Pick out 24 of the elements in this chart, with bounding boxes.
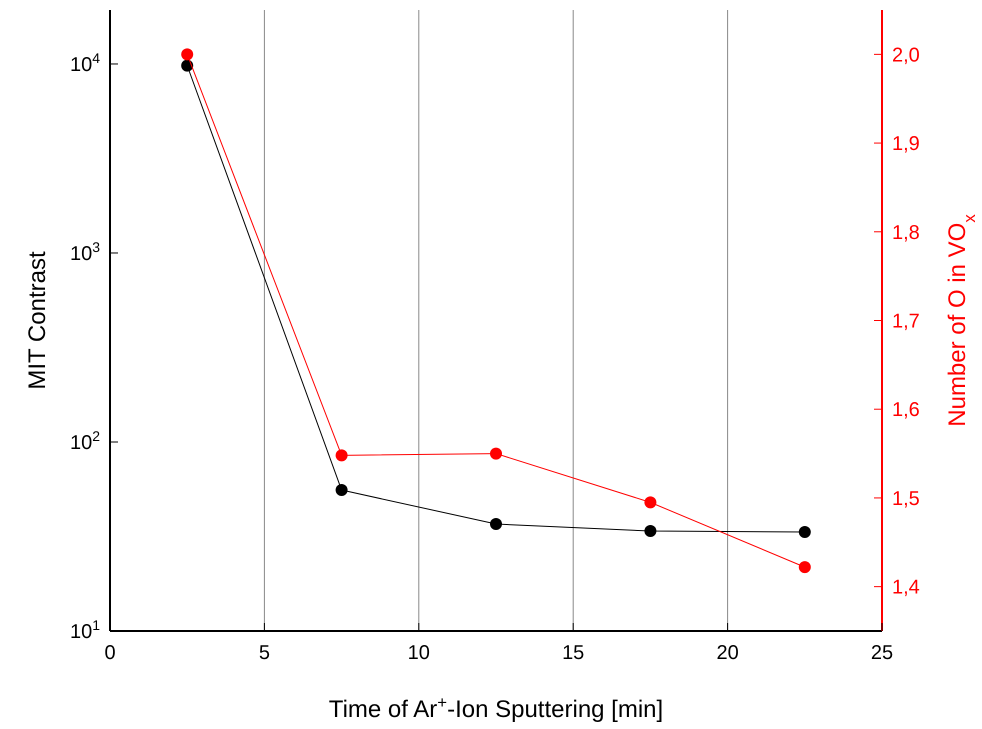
y-tick-label: 10$^{4}$ xyxy=(70,50,100,76)
x-tick-label: 0 xyxy=(104,642,116,664)
y2-tick-label: 1,7 xyxy=(892,310,920,332)
y2-tick-label: 1,6 xyxy=(892,399,920,422)
x-tick-label: 10 xyxy=(408,642,430,664)
y2-tick-label: 1,9 xyxy=(892,133,920,156)
point xyxy=(181,60,194,72)
x-tick-label: 15 xyxy=(562,642,584,664)
x-tick-label: 25 xyxy=(870,642,894,664)
x-tick-label: 5 xyxy=(258,642,270,664)
y-tick-label: 10$^{3}$ xyxy=(70,238,100,265)
x-tick-label: 20 xyxy=(716,642,739,664)
x-axis-title: Time of Ar$^{+}$-Ion Sputtering [min] xyxy=(328,692,664,723)
y2-tick-label: 2,0 xyxy=(892,44,920,66)
point xyxy=(798,526,811,538)
y-tick-label: 10$^{1}$ xyxy=(70,617,100,643)
y-axis-title: MIT Contrast xyxy=(24,251,51,390)
y2-tick-label: 1,8 xyxy=(892,222,920,244)
point xyxy=(644,525,656,538)
y-tick-label: 10$^{2}$ xyxy=(70,428,100,454)
y2-tick-label: 1,4 xyxy=(892,576,920,599)
y2-tick-label: 1,5 xyxy=(892,488,920,510)
point xyxy=(336,484,348,496)
point xyxy=(490,518,502,530)
